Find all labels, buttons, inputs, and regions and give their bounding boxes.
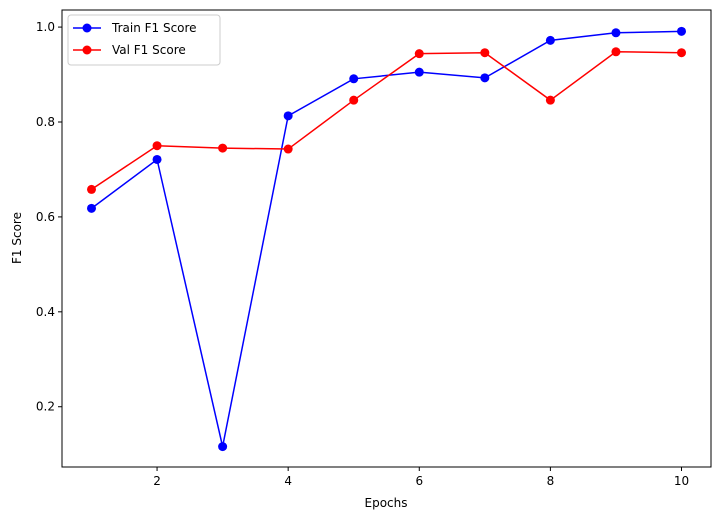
x-tick-label: 2	[153, 474, 161, 488]
legend: Train F1 Score Val F1 Score	[67, 14, 221, 66]
y-axis-title: F1 Score	[10, 212, 24, 264]
x-tick-label: 10	[674, 474, 689, 488]
val-f1-point	[349, 95, 359, 105]
val-f1-point	[152, 141, 162, 151]
train-f1-point	[152, 154, 162, 164]
series-layer	[87, 26, 686, 452]
y-axis: 0.2 0.4 0.6 0.8 1.0	[36, 20, 62, 414]
train-f1-point	[218, 442, 228, 452]
x-tick-label: 6	[415, 474, 423, 488]
legend-val-label: Val F1 Score	[112, 43, 186, 57]
plot-area	[61, 9, 712, 468]
val-f1-point	[480, 48, 490, 58]
train-f1-point	[349, 74, 359, 84]
train-f1-point	[677, 26, 686, 36]
train-f1-line	[91, 30, 682, 447]
val-f1-line	[91, 51, 682, 191]
val-f1-point	[611, 47, 621, 57]
val-f1-point	[677, 48, 686, 58]
y-tick-label: 0.2	[36, 400, 55, 414]
val-f1-point	[218, 143, 228, 153]
legend-val-marker	[82, 45, 92, 55]
train-f1-point	[480, 73, 490, 83]
train-f1-point	[414, 67, 424, 77]
val-f1-point	[87, 184, 96, 194]
x-tick-label: 8	[547, 474, 555, 488]
val-f1-point	[283, 144, 293, 154]
legend-frame	[67, 14, 221, 66]
train-f1-point	[545, 35, 555, 45]
train-f1-point	[283, 111, 293, 121]
val-f1-point	[545, 95, 555, 105]
x-axis: 2 4 6 8 10	[153, 467, 689, 488]
y-tick-label: 0.4	[36, 305, 55, 319]
legend-train-marker	[82, 23, 92, 33]
x-tick-label: 4	[284, 474, 292, 488]
y-tick-label: 0.6	[36, 210, 55, 224]
x-axis-title: Epochs	[365, 496, 408, 510]
legend-train-label: Train F1 Score	[111, 21, 197, 35]
y-tick-label: 0.8	[36, 115, 55, 129]
train-f1-point	[611, 28, 621, 38]
y-tick-label: 1.0	[36, 20, 55, 34]
val-f1-point	[414, 49, 424, 59]
train-f1-point	[87, 203, 96, 213]
